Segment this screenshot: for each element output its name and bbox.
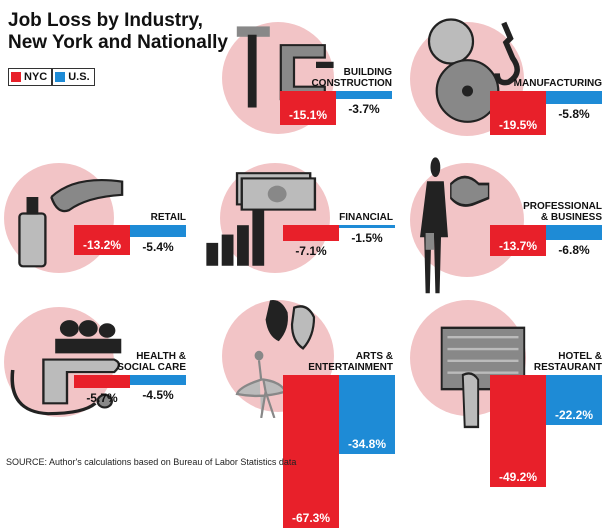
bar-nyc — [74, 225, 130, 255]
category-label: MANUFACTURING — [462, 78, 602, 89]
legend-item-us: U.S. — [52, 68, 95, 86]
bar-us — [546, 225, 602, 241]
legend-swatch-us — [55, 72, 66, 82]
bar-us — [339, 375, 395, 454]
bar-nyc — [490, 375, 546, 487]
legend-label-us: U.S. — [68, 71, 90, 83]
stethoscope-and-hand-icon — [10, 320, 122, 416]
value-label-us: -3.7% — [348, 102, 380, 117]
legend-label-nyc: NYC — [24, 71, 48, 83]
category-label: BUILDING CONSTRUCTION — [252, 67, 392, 89]
page-title: Job Loss by Industry, New York and Natio… — [8, 10, 228, 54]
category-label: RETAIL — [46, 212, 186, 223]
bar-us — [339, 225, 395, 229]
saw-blade-and-hook-icon — [427, 18, 520, 123]
bar-nyc — [283, 375, 339, 528]
perfume-bottle-and-hand-icon — [18, 178, 124, 268]
bar-nyc — [490, 225, 546, 257]
value-label-us: -6.8% — [558, 243, 590, 258]
category-label-line: RETAIL — [150, 212, 186, 223]
value-label-nyc: -19.5% — [498, 118, 538, 133]
source-note: SOURCE: Author's calculations based on B… — [6, 457, 297, 467]
bar-nyc — [280, 91, 336, 126]
category-label: HEALTH & SOCIAL CARE — [46, 351, 186, 373]
value-label-nyc: -15.1% — [288, 108, 328, 123]
value-label-nyc: -5.7% — [86, 390, 118, 405]
value-label-nyc: -7.1% — [295, 244, 327, 259]
bar-nyc — [490, 91, 546, 136]
category-label-line: RESTAURANT — [533, 362, 602, 373]
category-label-line: FINANCIAL — [339, 212, 393, 223]
value-label-us: -5.8% — [558, 107, 590, 122]
legend-swatch-nyc — [11, 72, 21, 82]
category-label-line: ARTS & — [355, 351, 393, 362]
dollar-bills-and-bar-chart-icon — [206, 172, 317, 266]
value-label-us: -34.8% — [347, 436, 387, 451]
value-label-nyc: -67.3% — [291, 510, 331, 525]
category-label-line: ENTERTAINMENT — [308, 362, 393, 373]
bar-us — [546, 375, 602, 426]
value-label-nyc: -49.2% — [498, 469, 538, 484]
title-line-2: New York and Nationally — [8, 32, 228, 53]
value-label-us: -5.4% — [142, 240, 174, 255]
bar-us — [130, 225, 186, 238]
category-label: ARTS & ENTERTAINMENT — [253, 351, 393, 373]
category-label-line: CONSTRUCTION — [311, 78, 392, 89]
legend: NYC U.S. — [8, 68, 95, 86]
category-label: HOTEL & RESTAURANT — [462, 351, 602, 373]
bar-nyc — [74, 375, 130, 388]
category-label-line: PROFESSIONAL — [523, 201, 602, 212]
value-label-us: -1.5% — [351, 231, 383, 246]
category-label-line: & BUSINESS — [540, 212, 602, 223]
category-label-line: MANUFACTURING — [513, 78, 602, 89]
value-label-us: -4.5% — [142, 388, 174, 403]
value-label-us: -22.2% — [554, 408, 594, 423]
category-label-line: HOTEL & — [558, 351, 602, 362]
bar-us — [546, 91, 602, 105]
businessman-and-handshake-icon — [420, 157, 490, 294]
category-label-line: SOCIAL CARE — [117, 362, 186, 373]
value-label-nyc: -13.7% — [498, 239, 538, 254]
value-label-nyc: -13.2% — [82, 237, 122, 252]
legend-item-nyc: NYC — [8, 68, 53, 86]
category-label: FINANCIAL — [253, 212, 393, 223]
title-line-1: Job Loss by Industry, — [8, 10, 203, 31]
theater-masks-and-ballerina-icon — [235, 300, 316, 418]
bar-nyc — [283, 225, 339, 242]
category-label-line: BUILDING — [343, 67, 392, 78]
category-label-line: HEALTH & — [136, 351, 186, 362]
bar-us — [336, 91, 392, 100]
bar-us — [130, 375, 186, 386]
category-label: PROFESSIONAL & BUSINESS — [462, 201, 602, 223]
